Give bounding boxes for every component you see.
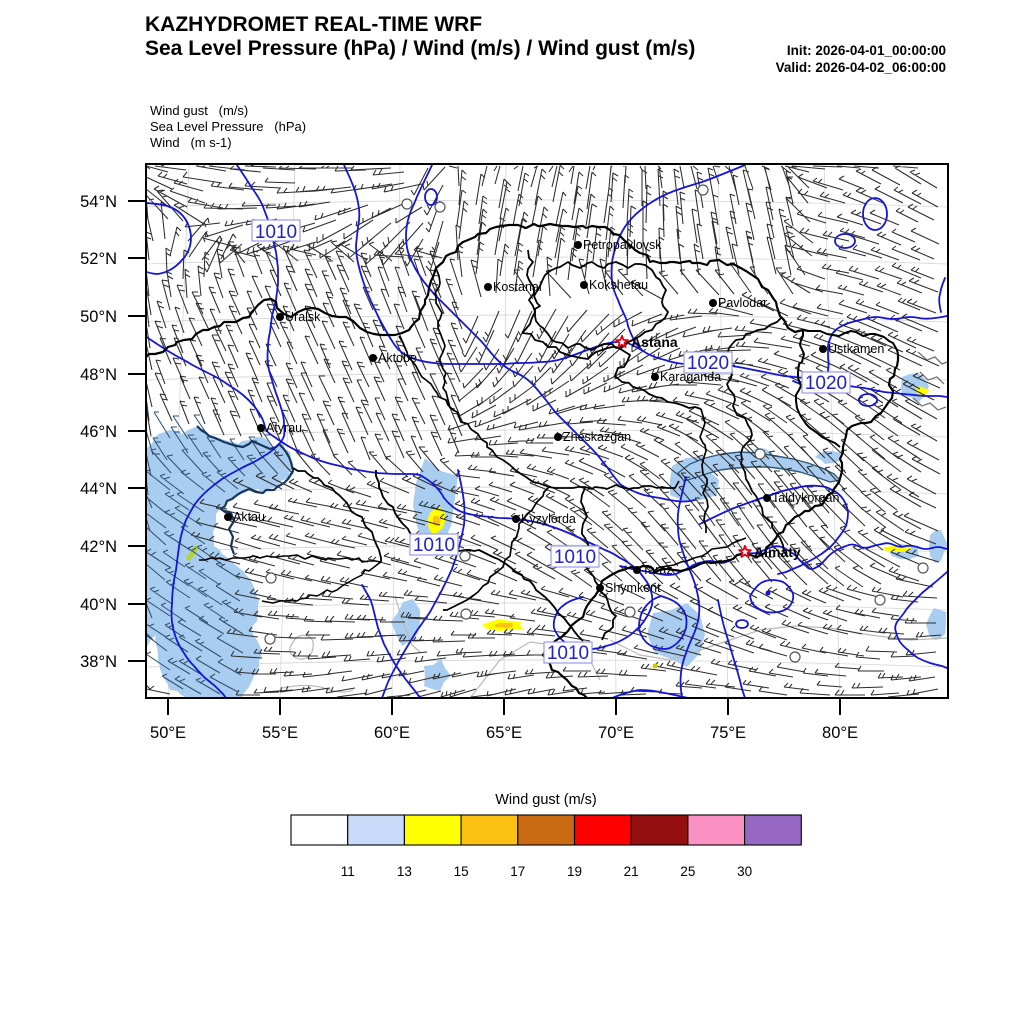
svg-text:25: 25 [680, 864, 695, 879]
svg-text:Valid: 2026-04-02_06:00:00: Valid: 2026-04-02_06:00:00 [776, 60, 946, 75]
svg-text:Wind (m s-1): Wind (m s-1) [150, 135, 232, 150]
svg-text:48°N: 48°N [80, 366, 117, 384]
svg-text:1010: 1010 [547, 643, 589, 664]
svg-text:30: 30 [737, 864, 752, 879]
svg-text:Wind gust (m/s): Wind gust (m/s) [150, 103, 248, 118]
svg-text:Petropavlovsk: Petropavlovsk [583, 238, 662, 252]
svg-text:Kostanai: Kostanai [493, 280, 542, 294]
svg-text:1010: 1010 [255, 222, 297, 243]
svg-text:Atyrau: Atyrau [266, 421, 302, 435]
svg-text:1020: 1020 [805, 373, 847, 394]
svg-text:1020: 1020 [687, 353, 729, 374]
svg-text:Astana: Astana [631, 334, 678, 350]
svg-text:Zheskazgan: Zheskazgan [563, 430, 631, 444]
svg-text:65°E: 65°E [486, 724, 522, 742]
svg-text:Init: 2026-04-01_00:00:00: Init: 2026-04-01_00:00:00 [787, 43, 946, 58]
svg-text:Sea Level Pressure (hPa): Sea Level Pressure (hPa) [150, 119, 306, 134]
svg-text:1010: 1010 [413, 535, 455, 556]
svg-text:11: 11 [341, 864, 355, 879]
svg-text:44°N: 44°N [80, 480, 117, 498]
svg-text:Shymkent: Shymkent [605, 581, 661, 595]
svg-text:Wind gust (m/s): Wind gust (m/s) [495, 792, 597, 808]
svg-text:Uralsk: Uralsk [285, 310, 321, 324]
svg-text:Aktobe: Aktobe [378, 351, 417, 365]
svg-text:17: 17 [510, 864, 525, 879]
svg-text:Taraz: Taraz [642, 563, 673, 577]
svg-text:Sea Level Pressure (hPa) / Wi: Sea Level Pressure (hPa) / Wind (m/s) / … [145, 37, 695, 60]
svg-text:Almaty: Almaty [754, 544, 801, 560]
svg-text:50°N: 50°N [80, 308, 117, 326]
svg-text:Kokshetau: Kokshetau [589, 278, 648, 292]
svg-text:80°E: 80°E [822, 724, 858, 742]
svg-text:55°E: 55°E [262, 724, 298, 742]
svg-text:Karaganda: Karaganda [660, 370, 721, 384]
svg-text:38°N: 38°N [80, 653, 117, 671]
svg-text:54°N: 54°N [80, 193, 117, 211]
svg-text:KAZHYDROMET REAL-TIME WRF: KAZHYDROMET REAL-TIME WRF [145, 13, 482, 36]
svg-text:Ustkamen: Ustkamen [828, 342, 884, 356]
svg-text:19: 19 [567, 864, 582, 879]
svg-text:52°N: 52°N [80, 250, 117, 268]
svg-text:50°E: 50°E [150, 724, 186, 742]
svg-text:13: 13 [397, 864, 412, 879]
svg-text:60°E: 60°E [374, 724, 410, 742]
svg-text:Taldykorgan: Taldykorgan [772, 491, 839, 505]
svg-text:1010: 1010 [554, 547, 596, 568]
svg-text:70°E: 70°E [598, 724, 634, 742]
svg-text:Pavlodar: Pavlodar [718, 296, 767, 310]
svg-text:Aktau: Aktau [233, 510, 265, 524]
svg-text:75°E: 75°E [710, 724, 746, 742]
svg-text:21: 21 [624, 864, 639, 879]
svg-text:40°N: 40°N [80, 596, 117, 614]
svg-text:46°N: 46°N [80, 423, 117, 441]
svg-text:42°N: 42°N [80, 538, 117, 556]
svg-text:Kyzylorda: Kyzylorda [521, 512, 576, 526]
svg-text:15: 15 [454, 864, 469, 879]
